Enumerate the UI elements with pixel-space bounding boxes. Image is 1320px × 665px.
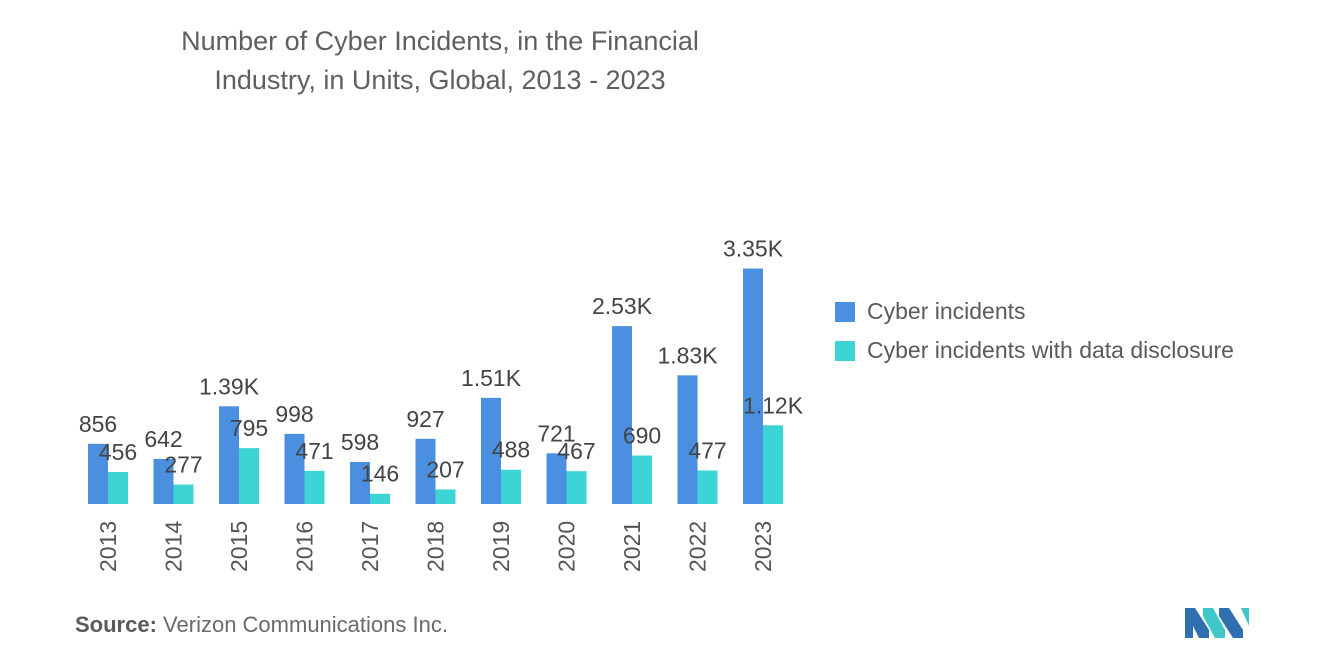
data-label-cyber-incidents-2020: 721	[537, 420, 575, 446]
data-label-cyber-incidents-2013: 856	[79, 411, 117, 437]
bar-cyber-incidents-2021	[612, 326, 632, 504]
data-label-data-disclosure-2021: 690	[623, 422, 661, 448]
data-label-cyber-incidents-2022: 1.83K	[657, 342, 718, 368]
x-tick-label-2018: 2018	[423, 521, 449, 572]
bar-data-disclosure-2015	[239, 448, 259, 504]
legend-label-data-disclosure: Cyber incidents with data disclosure	[867, 337, 1234, 363]
chart-title-line2: Industry, in Units, Global, 2013 - 2023	[214, 65, 666, 95]
data-label-cyber-incidents-2015: 1.39K	[199, 373, 260, 399]
data-label-data-disclosure-2016: 471	[295, 438, 333, 464]
source-text: Verizon Communications Inc.	[163, 612, 448, 637]
data-label-cyber-incidents-2016: 998	[275, 401, 313, 427]
x-tick-label-2020: 2020	[554, 521, 580, 572]
x-tick-label-2016: 2016	[292, 521, 318, 572]
bar-cyber-incidents-2020	[546, 453, 567, 504]
bar-cyber-incidents-2019	[481, 397, 501, 504]
data-label-cyber-incidents-2014: 642	[144, 426, 182, 452]
chart-title: Number of Cyber Incidents, in the Financ…	[90, 22, 790, 100]
bar-data-disclosure-2022	[697, 470, 718, 504]
bar-data-disclosure-2023	[763, 425, 783, 504]
data-label-data-disclosure-2022: 477	[688, 437, 726, 463]
legend-item-data-disclosure: Cyber incidents with data disclosure	[835, 331, 1234, 370]
chart-title-line1: Number of Cyber Incidents, in the Financ…	[181, 26, 699, 56]
data-label-cyber-incidents-2023: 3.35K	[723, 235, 784, 261]
data-label-data-disclosure-2015: 795	[230, 415, 268, 441]
x-tick-label-2014: 2014	[161, 521, 187, 572]
x-tick-label-2019: 2019	[488, 521, 514, 572]
bar-cyber-incidents-2023	[743, 268, 763, 504]
legend-item-cyber-incidents: Cyber incidents	[835, 292, 1234, 331]
data-label-cyber-incidents-2021: 2.53K	[592, 293, 653, 319]
x-tick-label-2021: 2021	[619, 521, 645, 572]
bar-data-disclosure-2014	[173, 484, 194, 504]
x-tick-label-2022: 2022	[685, 521, 711, 572]
data-label-cyber-incidents-2018: 927	[406, 406, 444, 432]
bar-cyber-incidents-2013	[88, 443, 108, 504]
source-note: Source: Verizon Communications Inc.	[75, 612, 448, 638]
source-label: Source:	[75, 612, 157, 637]
data-label-data-disclosure-2013: 456	[99, 439, 137, 465]
bar-cyber-incidents-2017	[350, 461, 370, 504]
bar-data-disclosure-2013	[108, 471, 128, 504]
data-label-data-disclosure-2020: 467	[557, 438, 595, 464]
data-label-data-disclosure-2017: 146	[361, 461, 399, 487]
data-label-data-disclosure-2014: 277	[164, 452, 202, 478]
bar-data-disclosure-2016	[304, 470, 325, 504]
bar-data-disclosure-2019	[501, 469, 521, 504]
bar-data-disclosure-2018	[435, 489, 456, 504]
bar-cyber-incidents-2015	[219, 406, 239, 504]
data-label-data-disclosure-2018: 207	[426, 456, 464, 482]
x-tick-label-2013: 2013	[95, 521, 121, 572]
bar-cyber-incidents-2022	[677, 375, 698, 504]
x-tick-label-2017: 2017	[357, 521, 383, 572]
bar-cyber-incidents-2014	[153, 458, 174, 504]
data-label-cyber-incidents-2017: 598	[341, 429, 379, 455]
bar-data-disclosure-2020	[566, 471, 587, 504]
legend-label-cyber-incidents: Cyber incidents	[867, 298, 1026, 324]
legend: Cyber incidents Cyber incidents with dat…	[835, 292, 1234, 370]
bar-cyber-incidents-2016	[284, 433, 305, 504]
mordor-logo-icon	[1185, 608, 1249, 638]
data-label-cyber-incidents-2019: 1.51K	[461, 365, 522, 391]
bar-data-disclosure-2021	[632, 455, 652, 504]
data-label-data-disclosure-2023: 1.12K	[743, 392, 804, 418]
legend-swatch-cyber-incidents	[835, 301, 855, 322]
bar-data-disclosure-2017	[370, 493, 390, 504]
x-tick-label-2015: 2015	[226, 521, 252, 572]
bar-cyber-incidents-2018	[415, 438, 436, 504]
x-tick-label-2023: 2023	[750, 521, 776, 572]
data-label-data-disclosure-2019: 488	[492, 437, 530, 463]
legend-swatch-data-disclosure	[835, 340, 855, 361]
